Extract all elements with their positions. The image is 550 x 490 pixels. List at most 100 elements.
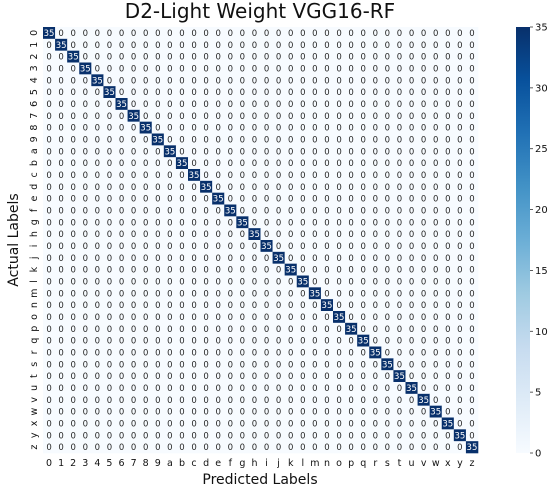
heatmap-cell-value: 0: [46, 147, 51, 157]
heatmap-cell: [67, 180, 80, 193]
heatmap-cell-value: 0: [179, 431, 184, 441]
heatmap-cell: [260, 204, 273, 217]
heatmap-cell-value: 0: [276, 135, 281, 145]
heatmap-cell: [465, 169, 479, 182]
y-tick-label: q: [29, 338, 40, 344]
y-tick-label: 5: [29, 89, 40, 95]
heatmap-cell: [272, 145, 285, 158]
heatmap-cell-value: 0: [252, 396, 257, 406]
y-tick-label: j: [29, 256, 40, 260]
heatmap-cell: [357, 180, 370, 193]
heatmap-cell: [115, 145, 128, 158]
heatmap-cell-value: 0: [312, 360, 317, 370]
heatmap-cell: [369, 192, 382, 205]
heatmap-cell-value: 0: [397, 124, 402, 134]
heatmap-cell: [248, 38, 261, 51]
heatmap-cell-value: 0: [83, 218, 88, 228]
heatmap-cell: [151, 192, 165, 205]
heatmap-cell: [91, 228, 104, 241]
heatmap-cell-value: 0: [191, 443, 196, 453]
heatmap-cell: [453, 145, 467, 158]
heatmap-cell: [465, 216, 479, 229]
heatmap-cell: [333, 74, 346, 87]
heatmap-cell-value: 0: [264, 64, 269, 74]
heatmap-cell-value: 0: [385, 266, 390, 276]
heatmap-cell-value: 0: [70, 396, 75, 406]
heatmap-cell-value: 0: [203, 159, 208, 169]
heatmap-cell-value: 0: [83, 135, 88, 145]
heatmap-cell-value: 0: [70, 348, 75, 358]
heatmap-cell: [393, 192, 406, 205]
heatmap-cell: [333, 50, 346, 63]
heatmap-cell-value: 0: [95, 337, 100, 347]
heatmap-cell-value: 0: [131, 348, 136, 358]
heatmap-cell: [441, 228, 455, 241]
heatmap-cell: [224, 74, 237, 87]
heatmap-cell-value: 0: [445, 313, 450, 323]
heatmap-cell: [127, 180, 140, 193]
heatmap-cell-value: 0: [95, 159, 100, 169]
heatmap-cell-value: 0: [228, 301, 233, 311]
heatmap-cell: [369, 169, 382, 182]
heatmap-cell: [308, 38, 322, 51]
heatmap-cell-value: 0: [179, 53, 184, 63]
heatmap-cell-value: 0: [457, 195, 462, 205]
heatmap-cell: [127, 74, 140, 87]
heatmap-cell-value: 0: [469, 301, 474, 311]
heatmap-cell: [417, 145, 430, 158]
heatmap-cell: [139, 121, 153, 134]
heatmap-cell-value: 0: [324, 53, 329, 63]
heatmap-cell-value: 0: [70, 171, 75, 181]
heatmap-cell-value: 0: [397, 29, 402, 39]
heatmap-cell: [345, 157, 358, 170]
heatmap-cell-value: 0: [445, 159, 450, 169]
heatmap-cell: [308, 133, 322, 146]
heatmap-cell: [212, 145, 225, 158]
colorbar-tick-label: 0: [535, 449, 541, 460]
heatmap-cell-value: 0: [191, 396, 196, 406]
heatmap-cell-value: 0: [300, 289, 305, 299]
heatmap-cell: [79, 192, 92, 205]
y-tick-label: t: [29, 374, 40, 378]
heatmap-cell: [405, 145, 418, 158]
heatmap-cell-value: 0: [373, 372, 378, 382]
heatmap-cell-value: 0: [360, 431, 365, 441]
heatmap-cell-value: 0: [300, 53, 305, 63]
heatmap-cell-value: 0: [46, 171, 51, 181]
heatmap-cell-value: 0: [83, 147, 88, 157]
heatmap-cell-value: 0: [228, 159, 233, 169]
heatmap-cell-value: 0: [324, 443, 329, 453]
heatmap-cell-value: 0: [167, 112, 172, 122]
heatmap-cell: [67, 27, 80, 40]
heatmap-cell: [405, 204, 418, 217]
heatmap-cell-value: 0: [457, 112, 462, 122]
heatmap-cell-value: 0: [312, 218, 317, 228]
heatmap-cell-value: 0: [70, 88, 75, 98]
heatmap-cell: [175, 74, 189, 87]
heatmap-cell: [417, 50, 430, 63]
heatmap-cell: [308, 204, 322, 217]
heatmap-cell-value: 0: [324, 431, 329, 441]
heatmap-cell: [417, 62, 430, 75]
heatmap-cell-value: 0: [215, 254, 220, 264]
heatmap-cell-value: 0: [385, 88, 390, 98]
heatmap-cell-value: 0: [348, 135, 353, 145]
heatmap-cell: [188, 50, 201, 63]
heatmap-cell: [393, 98, 406, 111]
y-tick-label: s: [29, 362, 40, 367]
heatmap-cell: [393, 157, 406, 170]
heatmap-cell: [236, 145, 249, 158]
heatmap-cell-value: 0: [179, 41, 184, 51]
heatmap-cell-value: 0: [336, 408, 341, 418]
heatmap-cell-value: 0: [409, 254, 414, 264]
heatmap-cell-value: 0: [300, 29, 305, 39]
heatmap-cell-value: 0: [445, 171, 450, 181]
heatmap-cell: [248, 216, 261, 229]
heatmap-cell: [345, 62, 358, 75]
y-tick-label: d: [29, 184, 40, 190]
heatmap-cell: [308, 74, 322, 87]
heatmap-cell: [357, 204, 370, 217]
heatmap-cell-value: 0: [143, 76, 148, 86]
heatmap-cell: [79, 180, 92, 193]
heatmap-cell: [163, 62, 177, 75]
